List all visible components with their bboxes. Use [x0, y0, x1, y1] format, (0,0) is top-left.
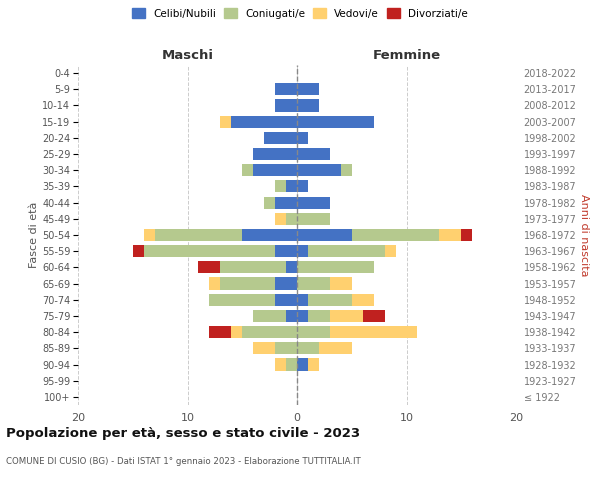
Bar	[308, 358, 319, 370]
Bar	[253, 310, 286, 322]
Bar	[144, 245, 275, 258]
Bar	[286, 180, 297, 192]
Bar	[275, 294, 297, 306]
Bar	[363, 310, 385, 322]
Bar	[330, 326, 418, 338]
Text: COMUNE DI CUSIO (BG) - Dati ISTAT 1° gennaio 2023 - Elaborazione TUTTITALIA.IT: COMUNE DI CUSIO (BG) - Dati ISTAT 1° gen…	[6, 458, 361, 466]
Bar	[275, 100, 297, 112]
Bar	[330, 310, 363, 322]
Bar	[232, 116, 297, 128]
Bar	[439, 229, 461, 241]
Y-axis label: Fasce di età: Fasce di età	[29, 202, 39, 268]
Bar	[286, 262, 297, 274]
Bar	[297, 262, 374, 274]
Bar	[297, 278, 330, 289]
Bar	[155, 229, 242, 241]
Bar	[297, 100, 319, 112]
Bar	[199, 262, 220, 274]
Bar	[297, 294, 308, 306]
Bar	[232, 326, 242, 338]
Bar	[133, 245, 144, 258]
Bar	[297, 180, 308, 192]
Bar	[286, 358, 297, 370]
Bar	[253, 148, 297, 160]
Bar	[253, 164, 297, 176]
Bar	[242, 326, 297, 338]
Bar	[297, 342, 319, 354]
Bar	[275, 180, 286, 192]
Y-axis label: Anni di nascita: Anni di nascita	[580, 194, 589, 276]
Text: Popolazione per età, sesso e stato civile - 2023: Popolazione per età, sesso e stato civil…	[6, 428, 360, 440]
Bar	[286, 212, 297, 225]
Bar	[275, 196, 297, 208]
Bar	[341, 164, 352, 176]
Bar	[209, 294, 275, 306]
Bar	[297, 196, 330, 208]
Legend: Celibi/Nubili, Coniugati/e, Vedovi/e, Divorziati/e: Celibi/Nubili, Coniugati/e, Vedovi/e, Di…	[129, 5, 471, 21]
Bar	[308, 310, 330, 322]
Bar	[352, 229, 439, 241]
Bar	[209, 326, 232, 338]
Bar	[286, 310, 297, 322]
Bar	[220, 262, 286, 274]
Bar	[242, 164, 253, 176]
Bar	[308, 245, 385, 258]
Bar	[352, 294, 374, 306]
Bar	[209, 278, 220, 289]
Bar	[275, 278, 297, 289]
Bar	[461, 229, 472, 241]
Bar	[297, 358, 308, 370]
Bar	[297, 148, 330, 160]
Bar	[297, 229, 352, 241]
Bar	[275, 245, 297, 258]
Bar	[242, 229, 297, 241]
Bar	[319, 342, 352, 354]
Bar	[275, 358, 286, 370]
Bar	[264, 196, 275, 208]
Bar	[297, 164, 341, 176]
Bar	[297, 245, 308, 258]
Bar	[297, 116, 374, 128]
Bar	[275, 212, 286, 225]
Bar	[264, 132, 297, 144]
Bar	[220, 278, 275, 289]
Bar	[330, 278, 352, 289]
Bar	[220, 116, 232, 128]
Text: Femmine: Femmine	[373, 50, 440, 62]
Bar	[385, 245, 395, 258]
Bar	[253, 342, 275, 354]
Bar	[297, 212, 330, 225]
Bar	[297, 326, 330, 338]
Bar	[297, 310, 308, 322]
Bar	[308, 294, 352, 306]
Bar	[297, 132, 308, 144]
Bar	[297, 83, 319, 96]
Bar	[275, 342, 297, 354]
Text: Maschi: Maschi	[161, 50, 214, 62]
Bar	[275, 83, 297, 96]
Bar	[144, 229, 155, 241]
